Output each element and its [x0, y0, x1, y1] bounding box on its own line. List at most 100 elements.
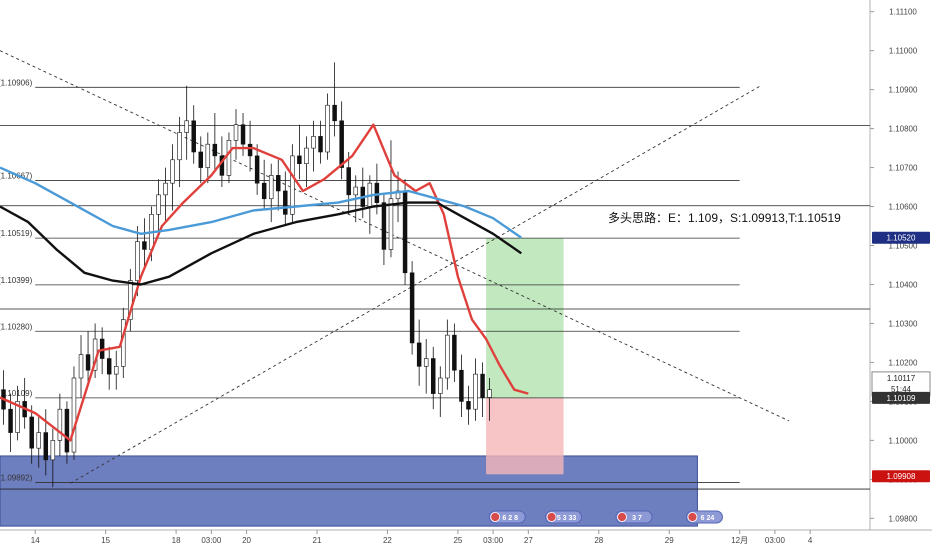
candle	[254, 144, 260, 195]
candle	[57, 393, 63, 456]
candle-body	[113, 366, 119, 375]
time-tick-label: 03:00	[483, 536, 504, 545]
candle-body	[395, 190, 401, 200]
flag-icon	[687, 512, 698, 522]
candle-body	[184, 120, 189, 133]
candle-body	[85, 354, 91, 371]
candle-body	[142, 241, 147, 250]
candle	[452, 323, 457, 382]
flag-icon	[617, 512, 627, 522]
candle	[409, 261, 415, 355]
candle-body	[163, 182, 168, 196]
trend-line[interactable]	[0, 50, 790, 422]
position-loss-zone[interactable]	[486, 397, 564, 475]
event-badge[interactable]: 6 24	[685, 510, 723, 524]
candle	[290, 144, 295, 223]
candle	[226, 132, 232, 184]
candle-body	[332, 104, 337, 122]
candle	[184, 85, 189, 160]
moving-average-line	[0, 201, 522, 286]
candle-body	[487, 389, 492, 398]
candle-body	[64, 408, 70, 453]
target-price-marker: 1.10520	[872, 231, 930, 244]
candle	[339, 101, 344, 180]
time-tick-label: 21	[313, 536, 322, 545]
candle	[128, 268, 133, 332]
candle	[29, 405, 34, 464]
candle	[268, 163, 274, 223]
candle-body	[409, 272, 415, 344]
candle-body	[15, 401, 20, 433]
stop-price-marker: 1.09908	[872, 470, 930, 483]
candle	[71, 366, 77, 460]
price-tick-label: 1.09800	[889, 514, 918, 523]
event-badges-layer[interactable]: 6 2 8 5 3 33 3 7 6 24	[488, 510, 723, 524]
candle	[85, 331, 91, 386]
time-tick-label: 25	[453, 536, 462, 545]
candle	[78, 335, 84, 398]
candle	[156, 179, 161, 234]
trend-lines-layer[interactable]	[0, 50, 790, 484]
candle	[332, 62, 337, 137]
strategy-annotation[interactable]: 多头思路：E：1.109，S:1.09913,T:1.10519	[608, 210, 841, 225]
candle-body	[50, 440, 56, 461]
current-price-text: 1.10117	[887, 374, 916, 383]
candle	[473, 358, 478, 421]
fib-level-label: 0(1.10906)	[0, 78, 33, 87]
candle-body	[445, 334, 450, 379]
time-tick-label: 03:00	[201, 536, 222, 545]
candle-body	[268, 175, 274, 200]
candle-body	[177, 132, 182, 161]
candle	[438, 366, 443, 417]
zones-layer	[0, 238, 698, 527]
candle	[198, 136, 204, 184]
candle	[480, 362, 485, 417]
event-badge[interactable]: 3 7	[615, 510, 653, 524]
candle	[50, 428, 56, 488]
candle	[36, 416, 41, 468]
trend-line[interactable]	[70, 85, 762, 484]
candle-body	[480, 373, 485, 398]
event-badge-text: 5 3 33	[557, 515, 577, 522]
time-axis[interactable]: 14 15 18 03:00 20 21 22 25 03:00 27 28 29 12月 03:00 4	[31, 530, 813, 545]
candle-body	[339, 120, 344, 168]
event-badge[interactable]: 5 3 33	[545, 510, 583, 524]
price-tick-label: 1.10200	[889, 358, 918, 367]
candles-layer	[1, 62, 492, 488]
candle	[233, 109, 239, 160]
moving-average-line	[0, 123, 529, 442]
time-tick-label: 03:00	[765, 536, 786, 545]
time-tick-label: 15	[101, 536, 110, 545]
price-tick-label: 1.11000	[889, 47, 918, 56]
last-price-marker-text: 1.10109	[887, 394, 916, 403]
candle-body	[212, 143, 218, 157]
candle	[304, 136, 309, 188]
candle-body	[71, 377, 77, 453]
last-price-marker: 1.10109	[872, 391, 930, 404]
candle	[212, 113, 218, 172]
price-tick-label: 1.10000	[889, 436, 918, 445]
candle-body	[254, 155, 260, 184]
position-profit-zone[interactable]	[486, 238, 564, 398]
time-tick-label: 20	[242, 536, 251, 545]
candle	[15, 385, 20, 441]
candle	[283, 171, 288, 227]
candle	[191, 105, 196, 164]
candle	[487, 378, 492, 421]
candle	[276, 159, 281, 211]
event-badge-text: 6 24	[701, 515, 715, 522]
time-tick-label: 27	[524, 536, 533, 545]
event-badge[interactable]: 6 2 8	[488, 510, 526, 524]
moving-average-line	[0, 166, 522, 239]
price-tick-label: 1.10300	[889, 319, 918, 328]
candle-body	[198, 151, 204, 168]
demand-zone[interactable]	[0, 455, 698, 527]
candle	[325, 93, 330, 160]
price-markers-layer: 1.10520 1.09908 1.10117 51:441.10109	[871, 231, 931, 483]
candle-body	[388, 198, 394, 250]
candle-body	[170, 159, 175, 184]
price-tick-label: 1.10500	[889, 242, 918, 251]
candle	[402, 179, 408, 285]
